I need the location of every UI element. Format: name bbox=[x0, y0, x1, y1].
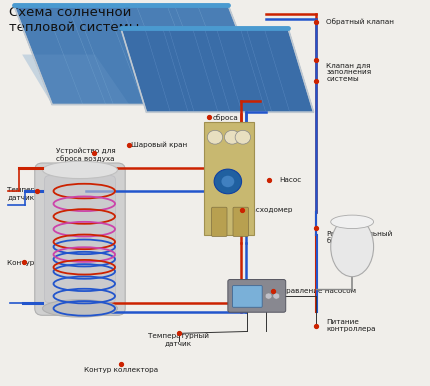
Text: Расширительный
бак: Расширительный бак bbox=[326, 230, 393, 244]
Circle shape bbox=[235, 130, 251, 144]
Text: Устройство для
сброса воздуха: Устройство для сброса воздуха bbox=[56, 147, 116, 162]
FancyBboxPatch shape bbox=[45, 176, 115, 303]
Text: Клапан
сброса
давления: Клапан сброса давления bbox=[213, 108, 249, 129]
Circle shape bbox=[221, 176, 234, 187]
Ellipse shape bbox=[43, 161, 117, 179]
FancyBboxPatch shape bbox=[233, 286, 262, 307]
Text: Расходомер: Расходомер bbox=[247, 207, 293, 213]
Polygon shape bbox=[121, 28, 313, 112]
Polygon shape bbox=[22, 54, 129, 105]
Circle shape bbox=[265, 293, 272, 299]
Text: Обратный клапан: Обратный клапан bbox=[326, 19, 394, 25]
Text: Управление насосом: Управление насосом bbox=[277, 288, 356, 294]
Text: Контур коллектора: Контур коллектора bbox=[84, 367, 158, 373]
Polygon shape bbox=[14, 5, 267, 105]
Circle shape bbox=[273, 293, 280, 299]
Text: Температурный
датчик: Температурный датчик bbox=[7, 186, 68, 200]
FancyBboxPatch shape bbox=[233, 207, 249, 237]
Text: Шаровый кран: Шаровый кран bbox=[132, 142, 187, 148]
Circle shape bbox=[214, 169, 242, 194]
Text: Схема солнечной
тепловой системы: Схема солнечной тепловой системы bbox=[9, 7, 139, 34]
Ellipse shape bbox=[331, 217, 374, 277]
Ellipse shape bbox=[43, 300, 117, 317]
Circle shape bbox=[207, 130, 223, 144]
Circle shape bbox=[224, 130, 240, 144]
FancyBboxPatch shape bbox=[35, 163, 125, 315]
Text: Температурный
датчик: Температурный датчик bbox=[148, 332, 209, 346]
Text: Питание
контроллера: Питание контроллера bbox=[326, 319, 376, 332]
FancyBboxPatch shape bbox=[212, 207, 227, 237]
FancyBboxPatch shape bbox=[228, 279, 286, 312]
Text: Насос: Насос bbox=[280, 176, 301, 183]
Text: Клапан для
заполнения
системы: Клапан для заполнения системы bbox=[326, 62, 372, 82]
Text: Контур бойлера: Контур бойлера bbox=[7, 259, 68, 266]
FancyBboxPatch shape bbox=[204, 122, 254, 235]
Ellipse shape bbox=[331, 215, 374, 229]
